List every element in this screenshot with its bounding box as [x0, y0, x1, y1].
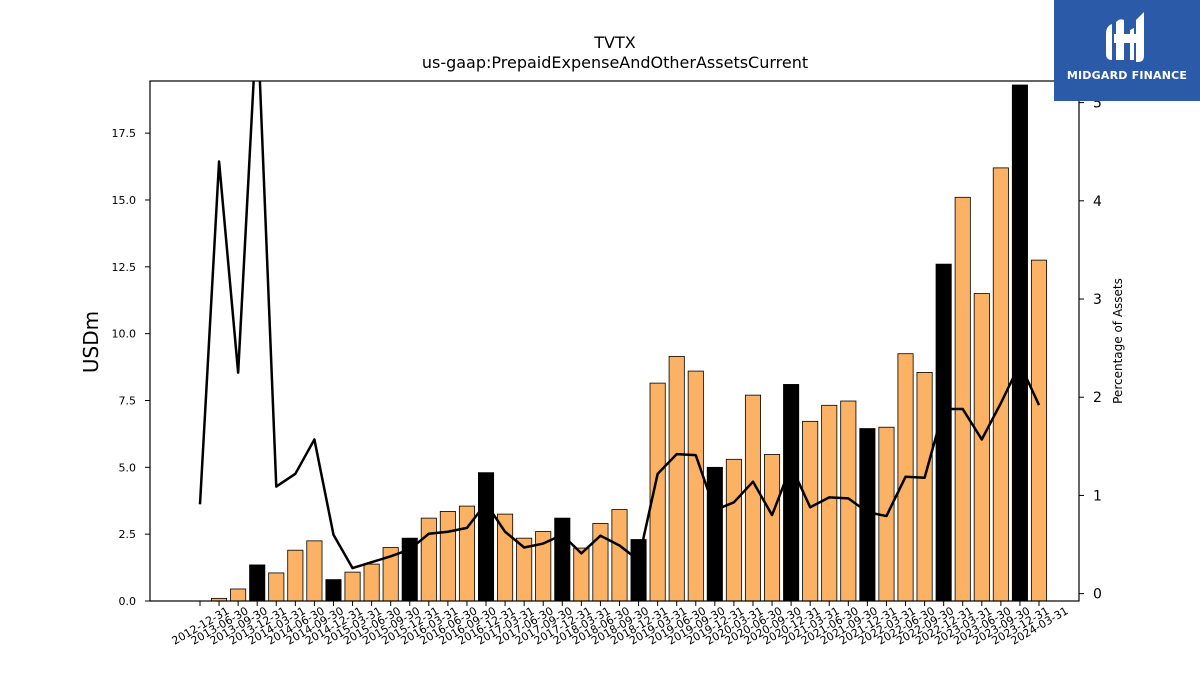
bar [821, 404, 838, 601]
chart-title: TVTX [593, 33, 635, 52]
x-axis: 2012-12-312013-06-302013-09-302013-12-31… [170, 601, 1071, 648]
logo-text: MIDGARD FINANCE [1066, 69, 1188, 82]
bar [954, 196, 971, 601]
plot-frame [149, 80, 1080, 602]
bar [630, 539, 647, 601]
bar [668, 355, 685, 601]
bar [573, 547, 590, 601]
line-series [198, 81, 1041, 570]
y2-tick-label: 5 [1093, 96, 1102, 112]
left-axis: 0.0 2.5 5.0 7.5 10.0 12.5 15.0 17.5 [112, 127, 150, 608]
bar [382, 547, 399, 601]
bar [230, 588, 247, 601]
y-tick-label: 0.0 [119, 595, 137, 608]
bar [420, 517, 437, 601]
y2-tick-label: 1 [1093, 488, 1102, 504]
y-axis-label: USDm [79, 311, 103, 373]
bar [1011, 84, 1028, 601]
bar [401, 537, 418, 601]
bar [916, 372, 933, 601]
bar [497, 513, 514, 601]
bar [306, 540, 323, 601]
bar [783, 384, 800, 601]
bar [687, 370, 704, 601]
bar [859, 428, 876, 601]
bar [211, 597, 228, 601]
y2-tick-label: 3 [1093, 292, 1102, 308]
bar [992, 167, 1009, 601]
bar [725, 458, 742, 601]
bar-series [211, 84, 1048, 601]
bar [611, 509, 628, 601]
right-axis: 0 1 2 3 4 5 [1079, 96, 1102, 603]
bar [649, 382, 666, 601]
bar [439, 511, 456, 601]
y-tick-label: 15.0 [112, 194, 137, 207]
y2-tick-label: 4 [1093, 194, 1102, 210]
bar [268, 572, 285, 601]
bar [363, 563, 380, 601]
bar [554, 517, 571, 601]
bar [973, 293, 990, 601]
bar [477, 472, 495, 601]
y-tick-label: 2.5 [119, 528, 137, 541]
y-tick-label: 7.5 [119, 394, 137, 407]
y-tick-label: 17.5 [112, 127, 137, 140]
logo-mark-icon [1106, 12, 1144, 62]
midgard-finance-logo: MIDGARD FINANCE [1054, 0, 1200, 101]
bar [1030, 259, 1048, 601]
y2-tick-label: 2 [1093, 390, 1102, 406]
y2-tick-label: 0 [1093, 587, 1102, 603]
y-tick-label: 12.5 [112, 261, 137, 274]
chart-subtitle: us-gaap:PrepaidExpenseAndOtherAssetsCurr… [422, 53, 808, 72]
bar [764, 454, 781, 601]
bar [706, 466, 723, 601]
bar [802, 420, 819, 601]
bar [325, 579, 342, 601]
y-tick-label: 5.0 [119, 461, 137, 474]
bar [344, 571, 361, 601]
bar [249, 564, 266, 601]
bar [744, 394, 761, 601]
percentage-line [198, 81, 1041, 570]
bar [287, 549, 304, 601]
y-tick-label: 10.0 [112, 328, 137, 341]
y2-axis-label: Percentage of Assets [1111, 278, 1125, 404]
